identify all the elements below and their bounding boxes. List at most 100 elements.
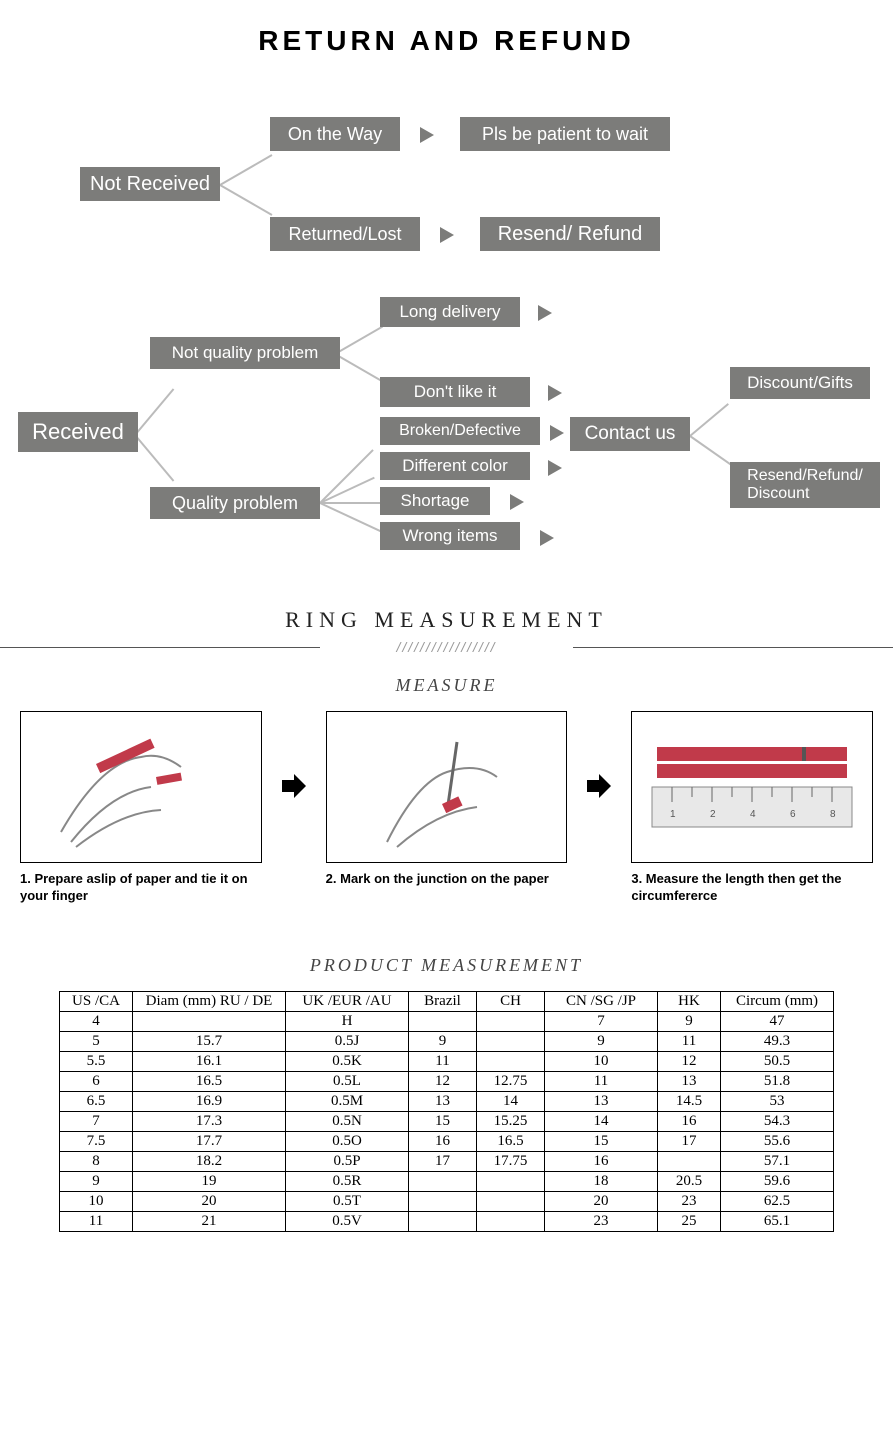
flow-node: Contact us [570,417,690,451]
table-cell: 15 [409,1111,477,1131]
table-cell: 14 [545,1111,658,1131]
table-cell: 5.5 [60,1051,133,1071]
table-cell [133,1011,286,1031]
table-cell [477,1051,545,1071]
table-cell [409,1191,477,1211]
flow-node: Pls be patient to wait [460,117,670,151]
flow-node: Don't like it [380,377,530,407]
measure-caption-3: 3. Measure the length then get the circu… [631,871,873,905]
table-header: US /CA [60,991,133,1011]
connector-line [220,184,273,216]
arrow-icon [510,494,524,510]
table-cell: 0.5J [286,1031,409,1051]
flow-node: Wrong items [380,522,520,550]
table-header: CH [477,991,545,1011]
table-row: 6.516.90.5M13141314.553 [60,1091,834,1111]
table-cell: 12 [409,1071,477,1091]
table-cell: 16.9 [133,1091,286,1111]
table-row: 5.516.10.5K11101250.5 [60,1051,834,1071]
table-cell: 17.3 [133,1111,286,1131]
flowchart-not-received: Not ReceivedOn the WayReturned/LostPls b… [0,87,893,287]
main-title: RETURN AND REFUND [0,25,893,57]
table-cell: 21 [133,1211,286,1231]
table-header: UK /EUR /AU [286,991,409,1011]
table-cell: 23 [545,1211,658,1231]
table-cell: 0.5K [286,1051,409,1071]
table-cell: 0.5M [286,1091,409,1111]
svg-text:2: 2 [710,809,716,820]
arrow-icon [585,711,613,861]
table-cell [477,1011,545,1031]
table-cell: 16 [545,1151,658,1171]
table-cell: 16 [409,1131,477,1151]
connector-line [689,435,735,468]
table-cell: 13 [658,1071,721,1091]
table-cell [409,1211,477,1231]
table-cell: 14.5 [658,1091,721,1111]
connector-line [320,502,384,533]
table-cell: 8 [60,1151,133,1171]
table-cell: 11 [545,1071,658,1091]
size-chart-table: US /CADiam (mm) RU / DEUK /EUR /AUBrazil… [59,991,834,1232]
arrow-icon [548,385,562,401]
table-row: 616.50.5L1212.75111351.8 [60,1071,834,1091]
section-divider: ///////////////// [0,639,893,655]
table-cell: 25 [658,1211,721,1231]
table-cell: 14 [477,1091,545,1111]
flow-node: Discount/Gifts [730,367,870,399]
svg-text:8: 8 [830,809,836,820]
table-cell: 65.1 [721,1211,834,1231]
table-cell: 23 [658,1191,721,1211]
table-cell: 0.5T [286,1191,409,1211]
flow-node: Received [18,412,138,452]
table-cell: 4 [60,1011,133,1031]
table-header: Brazil [409,991,477,1011]
table-cell: 17 [658,1131,721,1151]
product-measurement-title: PRODUCT MEASUREMENT [0,955,893,976]
table-cell: 13 [409,1091,477,1111]
connector-line [320,502,380,504]
arrow-icon [548,460,562,476]
measure-step-2: 2. Mark on the junction on the paper [326,711,568,888]
connector-line [134,434,174,481]
table-header: Circum (mm) [721,991,834,1011]
table-cell: 62.5 [721,1191,834,1211]
arrow-icon [440,227,454,243]
table-cell: 0.5L [286,1071,409,1091]
table-cell: 17.7 [133,1131,286,1151]
flow-node: Resend/ Refund [480,217,660,251]
table-row: 818.20.5P1717.751657.1 [60,1151,834,1171]
table-header: Diam (mm) RU / DE [133,991,286,1011]
table-cell: 18 [545,1171,658,1191]
table-cell: 53 [721,1091,834,1111]
table-cell: 16 [658,1111,721,1131]
connector-line [689,403,729,437]
table-cell: 16.1 [133,1051,286,1071]
flow-node: Quality problem [150,487,320,519]
table-cell: 10 [60,1191,133,1211]
measure-illustration-3: 1 2 4 6 8 [631,711,873,863]
measure-steps-row: 1. Prepare aslip of paper and tie it on … [0,711,893,905]
table-cell: 16.5 [133,1071,286,1091]
arrow-icon [280,711,308,861]
table-row: 4H7947 [60,1011,834,1031]
table-row: 10200.5T202362.5 [60,1191,834,1211]
table-cell: 50.5 [721,1051,834,1071]
table-cell [409,1011,477,1031]
table-cell: 20 [133,1191,286,1211]
connector-line [220,154,273,186]
arrow-icon [550,425,564,441]
table-row: 9190.5R1820.559.6 [60,1171,834,1191]
table-cell: 17.75 [477,1151,545,1171]
table-cell: 55.6 [721,1131,834,1151]
arrow-icon [420,127,434,143]
table-cell: 20.5 [658,1171,721,1191]
table-cell: 17 [409,1151,477,1171]
flow-node: Different color [380,452,530,480]
table-cell [477,1191,545,1211]
table-cell [409,1171,477,1191]
hatch-pattern: ///////////////// [396,639,496,655]
table-row: 515.70.5J991149.3 [60,1031,834,1051]
flow-node: Long delivery [380,297,520,327]
flow-node: Not quality problem [150,337,340,369]
